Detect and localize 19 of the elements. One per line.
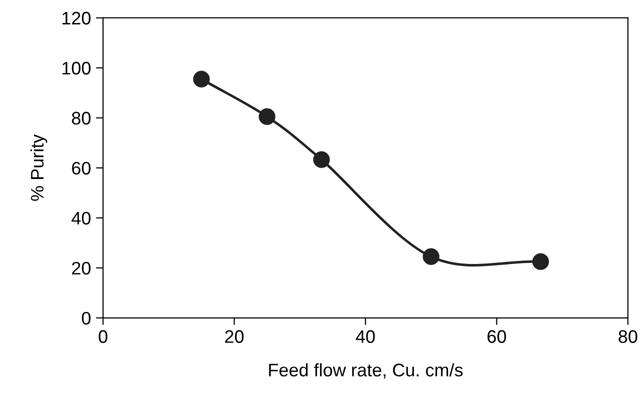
y-tick-label: 120 [62,12,91,25]
point [422,248,440,265]
y-tick-label: 80 [72,112,91,125]
x-tick-label: 80 [618,330,638,343]
y-tick-label: 60 [72,162,91,175]
y-tick-label: 20 [72,262,91,275]
y-tick-label: 100 [62,62,91,75]
point [313,151,330,168]
y-tick-label: 0 [82,312,91,325]
point [193,70,210,88]
point [532,253,549,270]
point [258,108,276,125]
x-tick-label: 60 [488,330,506,343]
x-tick-label: 20 [225,330,244,343]
x-tick-label: 40 [356,330,375,343]
y-tick-label: 40 [72,212,91,225]
x-tick-label: 0 [98,330,108,343]
x-axis-title: Feed flow rate, Cu. cm/s [269,363,463,379]
y-axis-title: % Purity [30,134,48,201]
